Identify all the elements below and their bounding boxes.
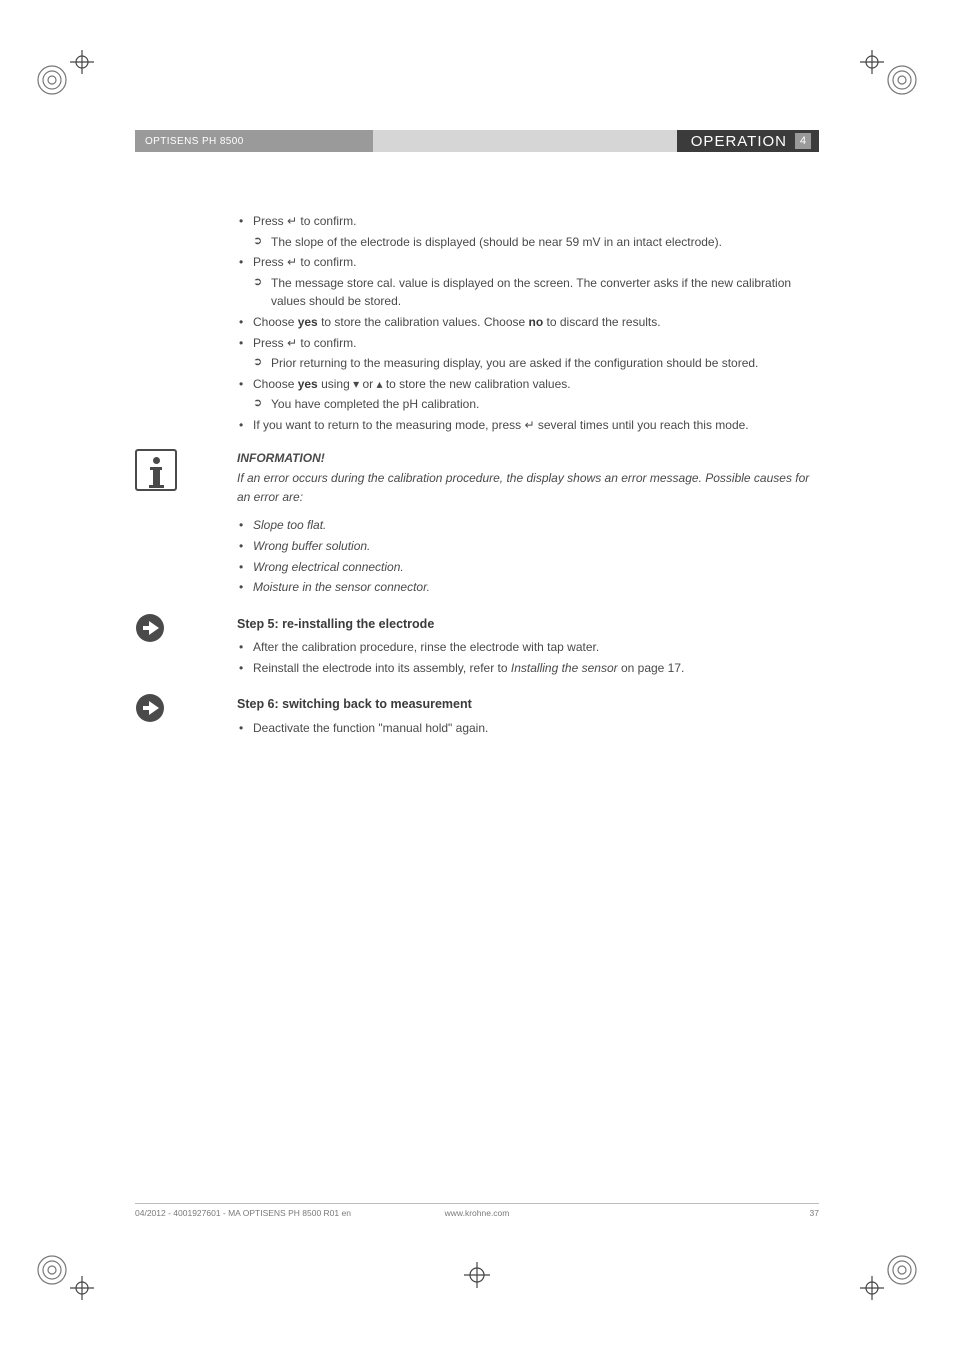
reg-mark-top-left	[34, 50, 94, 110]
step-item: Deactivate the function "manual hold" ag…	[237, 719, 819, 738]
proc-item: Press ↵ to confirm.	[237, 334, 819, 353]
cross-reference: Installing the sensor	[511, 661, 618, 675]
info-cause: Slope too flat.	[237, 516, 819, 535]
keyword-yes: yes	[298, 315, 318, 329]
info-title: INFORMATION!	[237, 449, 819, 468]
proc-item: If you want to return to the measuring m…	[237, 416, 819, 435]
header-section: OPERATION 4	[677, 130, 819, 152]
header-spacer	[373, 130, 677, 152]
page: OPTISENS PH 8500 OPERATION 4 Press ↵ to …	[0, 0, 954, 1350]
step-6-block: Step 6: switching back to measurement De…	[237, 695, 819, 737]
proc-result: Prior returning to the measuring display…	[237, 354, 819, 373]
text: Choose	[253, 377, 298, 391]
proc-result: The slope of the electrode is displayed …	[237, 233, 819, 252]
footer-rule	[135, 1203, 819, 1204]
text: to store the calibration values. Choose	[318, 315, 529, 329]
proc-item: Choose yes to store the calibration valu…	[237, 313, 819, 332]
step-5-block: Step 5: re-installing the electrode Afte…	[237, 615, 819, 678]
text: Choose	[253, 315, 298, 329]
reg-mark-bottom-left	[34, 1240, 94, 1300]
information-icon	[135, 449, 177, 491]
info-cause: Wrong electrical connection.	[237, 558, 819, 577]
proc-result: The message store cal. value is displaye…	[237, 274, 819, 311]
text: to discard the results.	[543, 315, 660, 329]
header-bar: OPTISENS PH 8500 OPERATION 4	[135, 130, 819, 152]
hand-pointer-icon	[135, 693, 165, 723]
proc-item: Choose yes using ▾ or ▴ to store the new…	[237, 375, 819, 394]
proc-result: You have completed the pH calibration.	[237, 395, 819, 414]
step-5-list: After the calibration procedure, rinse t…	[237, 638, 819, 677]
step-title: Step 6: switching back to measurement	[237, 695, 819, 714]
header-section-title: OPERATION	[691, 133, 787, 150]
header-product: OPTISENS PH 8500	[135, 130, 373, 152]
step-6-list: Deactivate the function "manual hold" ag…	[237, 719, 819, 738]
info-lead: If an error occurs during the calibratio…	[237, 469, 819, 506]
text: on page 17.	[618, 661, 685, 675]
information-block: INFORMATION! If an error occurs during t…	[237, 449, 819, 597]
procedure-list: Press ↵ to confirm. The slope of the ele…	[237, 212, 819, 435]
proc-item: Press ↵ to confirm.	[237, 253, 819, 272]
header-section-number: 4	[795, 133, 811, 149]
body-column: Press ↵ to confirm. The slope of the ele…	[237, 212, 819, 737]
footer: 04/2012 - 4001927601 - MA OPTISENS PH 85…	[135, 1203, 819, 1218]
footer-page-number: 37	[810, 1208, 819, 1218]
info-causes-list: Slope too flat. Wrong buffer solution. W…	[237, 516, 819, 596]
reg-mark-bottom-center	[464, 1262, 490, 1288]
keyword-no: no	[529, 315, 544, 329]
reg-mark-bottom-right	[860, 1240, 920, 1300]
info-cause: Wrong buffer solution.	[237, 537, 819, 556]
content-area: OPTISENS PH 8500 OPERATION 4 Press ↵ to …	[135, 130, 819, 751]
text: Reinstall the electrode into its assembl…	[253, 661, 511, 675]
step-item: After the calibration procedure, rinse t…	[237, 638, 819, 657]
proc-item: Press ↵ to confirm.	[237, 212, 819, 231]
keyword-yes: yes	[298, 377, 318, 391]
footer-url: www.krohne.com	[445, 1208, 510, 1218]
info-cause: Moisture in the sensor connector.	[237, 578, 819, 597]
footer-docid: 04/2012 - 4001927601 - MA OPTISENS PH 85…	[135, 1208, 351, 1218]
hand-pointer-icon	[135, 613, 165, 643]
step-title: Step 5: re-installing the electrode	[237, 615, 819, 634]
step-item: Reinstall the electrode into its assembl…	[237, 659, 819, 678]
reg-mark-top-right	[860, 50, 920, 110]
